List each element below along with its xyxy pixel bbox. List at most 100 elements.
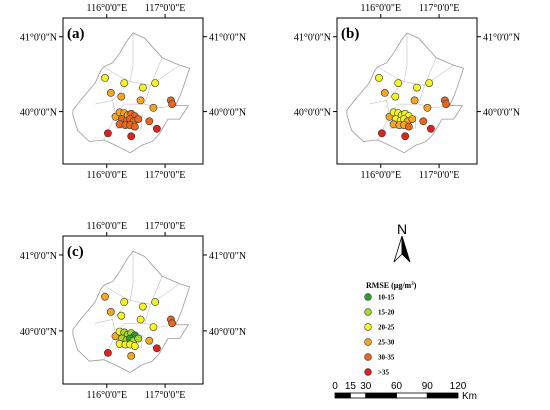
north-arrow-left-half [393,235,403,263]
legend-swatch [364,353,372,361]
beijing-boundary [72,32,190,154]
legend-label: 20-25 [378,324,395,332]
station-marker [168,319,176,328]
station-marker [152,344,161,353]
north-arrow: N [393,221,411,263]
station-marker [138,302,147,311]
lon-tick-label: 116°0'0"E [86,221,127,232]
station-marker [127,351,136,360]
scale-bar-segment [365,392,397,399]
station-marker [377,129,386,138]
legend-label: 25-30 [378,339,395,347]
legend-swatch [364,308,372,316]
scale-bar-unit: Km [462,391,477,402]
scale-bar-segment [349,392,367,399]
map-panel-c: 116°0'0"E 117°0'0"E 116°0'0"E 117°0'0"E 41°0… [20,221,246,401]
legend-label: >35 [378,369,389,377]
lon-tick-label: 116°0'0"E [86,390,127,401]
legend-swatch [364,368,372,376]
station-marker [380,89,389,97]
station-marker [149,103,158,112]
legend-label: 10-15 [378,294,395,302]
station-marker [425,79,434,87]
beijing-boundary [346,32,464,154]
station-marker [101,292,109,301]
scale-bar-tick-label: 60 [391,381,403,392]
legend-label: 15-20 [378,309,395,317]
station-marker [130,122,139,131]
station-marker [136,315,145,324]
lat-tick-label: 40°0'0"N [20,327,57,338]
station-marker [151,298,160,306]
station-marker [117,92,126,101]
station-marker [419,117,428,126]
station-marker [117,311,126,320]
beijing-boundary [72,250,190,373]
panel-label: (c) [67,244,84,260]
legend-swatch [364,323,372,331]
legend-swatch [364,338,372,346]
scale-bar-segment [426,392,459,399]
station-marker [101,74,109,82]
lon-tick-label: 116°0'0"E [360,3,401,14]
panel-label: (b) [341,26,359,42]
lon-tick-label: 116°0'0"E [86,3,127,14]
station-marker [394,79,403,87]
district-boundary [403,33,408,82]
station-marker [106,89,115,97]
lon-tick-label: 117°0'0"E [145,170,186,181]
station-marker [152,124,161,133]
lat-tick-label: 40°0'0"N [209,108,246,119]
station-marker [149,323,158,331]
station-marker [127,132,136,141]
station-marker [145,336,154,345]
station-marker [138,83,147,92]
station-marker [426,124,435,133]
scale-bar-tick-label: 90 [422,381,434,392]
station-marker [134,115,143,123]
station-marker [412,83,421,92]
station-marker [104,129,112,138]
scale-bar-tick-label: 120 [450,381,467,392]
lat-tick-label: 41°0'0"N [294,33,331,44]
district-boundary [129,251,134,301]
north-arrow-label: N [397,221,407,237]
station-marker [134,334,143,343]
station-marker [120,79,129,87]
lat-tick-label: 41°0'0"N [209,251,246,262]
lon-tick-label: 117°0'0"E [145,3,186,14]
station-marker [104,348,112,357]
scale-bar-tick-label: 15 [345,381,357,392]
station-marker [391,92,400,101]
district-boundary [129,33,134,82]
station-marker [136,96,145,105]
station-marker [404,122,413,131]
map-panel-b: 116°0'0"E 117°0'0"E 116°0'0"E 117°0'0"E 41°0… [294,3,520,181]
lon-tick-label: 117°0'0"E [419,3,460,14]
north-arrow-right-half [401,235,411,263]
station-marker [120,298,129,306]
lat-tick-label: 40°0'0"N [209,327,246,338]
panel-label: (a) [67,26,85,42]
scale-bar-segment [334,392,351,399]
station-marker [408,115,417,123]
legend-title: RMSE (μg/m3) [366,281,417,290]
lon-tick-label: 116°0'0"E [360,170,401,181]
lon-tick-label: 117°0'0"E [145,221,186,232]
station-marker [168,100,176,108]
station-marker [106,307,115,316]
lon-tick-label: 117°0'0"E [419,170,460,181]
lon-tick-label: 117°0'0"E [145,390,186,401]
map-panel-a: 116°0'0"E 117°0'0"E 116°0'0"E 117°0'0"E 41°0… [20,3,246,181]
lat-tick-label: 41°0'0"N [20,33,57,44]
legend-swatch [364,293,372,301]
scale-bar-tick-label: 0 [332,381,338,392]
lat-tick-label: 40°0'0"N [483,108,520,119]
legend-label: 30-35 [378,354,395,362]
lat-tick-label: 41°0'0"N [209,33,246,44]
lat-tick-label: 41°0'0"N [483,33,520,44]
lon-tick-label: 116°0'0"E [86,170,127,181]
station-marker [145,117,154,126]
